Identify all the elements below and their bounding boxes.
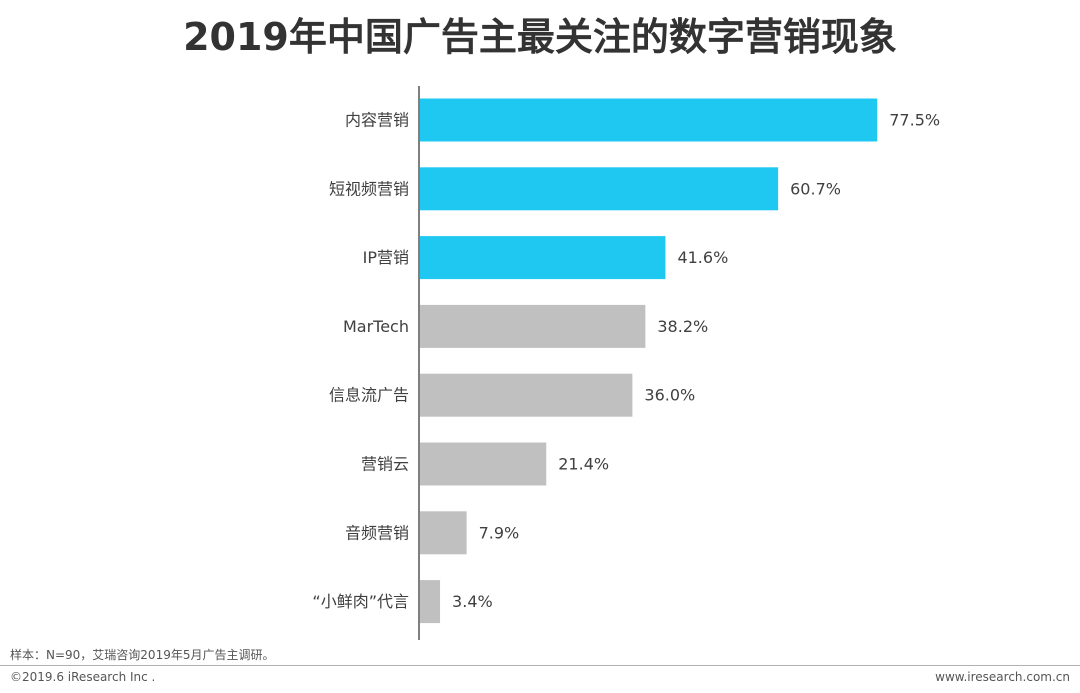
category-label: “小鲜肉”代言 [312,592,409,611]
bar [420,580,441,624]
category-label: IP营销 [363,248,409,267]
chart-title: 2019年中国广告主最关注的数字营销现象 [183,15,897,59]
value-label: 41.6% [677,248,728,267]
bar [420,373,633,417]
bar [420,442,547,486]
bar [420,304,646,348]
footer-divider [0,665,1080,666]
category-label: 内容营销 [345,111,409,130]
copyright-text: ©2019.6 iResearch Inc . [10,670,156,684]
value-label: 38.2% [657,317,708,336]
category-label: 短视频营销 [329,179,409,198]
bar [420,167,779,211]
category-label: 营销云 [361,455,409,474]
bar [420,511,467,555]
sample-note: 样本：N=90，艾瑞咨询2019年5月广告主调研。 [10,648,275,662]
value-label: 60.7% [790,179,841,198]
category-label: 音频营销 [345,523,409,542]
category-label: MarTech [343,317,409,336]
bar [420,236,666,280]
website-link[interactable]: www.iresearch.com.cn [935,670,1070,684]
value-label: 77.5% [889,111,940,130]
bar [420,98,878,142]
value-label: 3.4% [452,592,493,611]
value-label: 21.4% [558,455,609,474]
category-label: 信息流广告 [329,386,409,405]
value-label: 7.9% [479,523,520,542]
value-label: 36.0% [644,386,695,405]
